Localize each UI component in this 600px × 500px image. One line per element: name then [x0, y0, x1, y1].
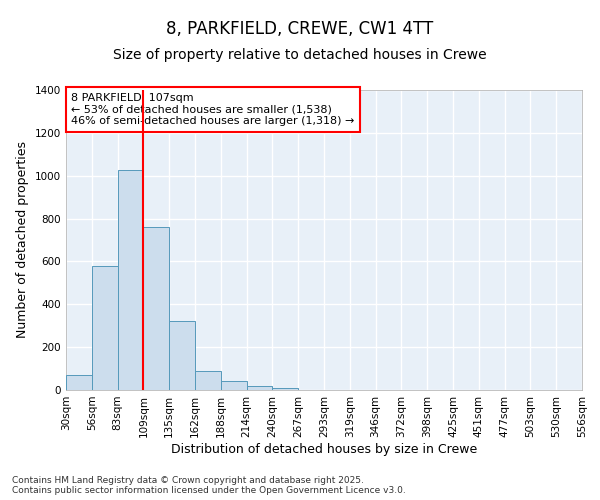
Text: Contains HM Land Registry data © Crown copyright and database right 2025.
Contai: Contains HM Land Registry data © Crown c… [12, 476, 406, 495]
Text: 8, PARKFIELD, CREWE, CW1 4TT: 8, PARKFIELD, CREWE, CW1 4TT [166, 20, 434, 38]
Bar [169, 322, 195, 390]
Y-axis label: Number of detached properties: Number of detached properties [16, 142, 29, 338]
Bar [118, 170, 143, 390]
Bar [143, 227, 169, 390]
X-axis label: Distribution of detached houses by size in Crewe: Distribution of detached houses by size … [171, 442, 477, 456]
Bar [221, 382, 247, 390]
Text: 8 PARKFIELD: 107sqm
← 53% of detached houses are smaller (1,538)
46% of semi-det: 8 PARKFIELD: 107sqm ← 53% of detached ho… [71, 93, 355, 126]
Text: Size of property relative to detached houses in Crewe: Size of property relative to detached ho… [113, 48, 487, 62]
Bar [195, 371, 221, 390]
Bar [92, 266, 118, 390]
Bar [66, 375, 92, 390]
Bar [247, 386, 272, 390]
Bar [272, 388, 298, 390]
